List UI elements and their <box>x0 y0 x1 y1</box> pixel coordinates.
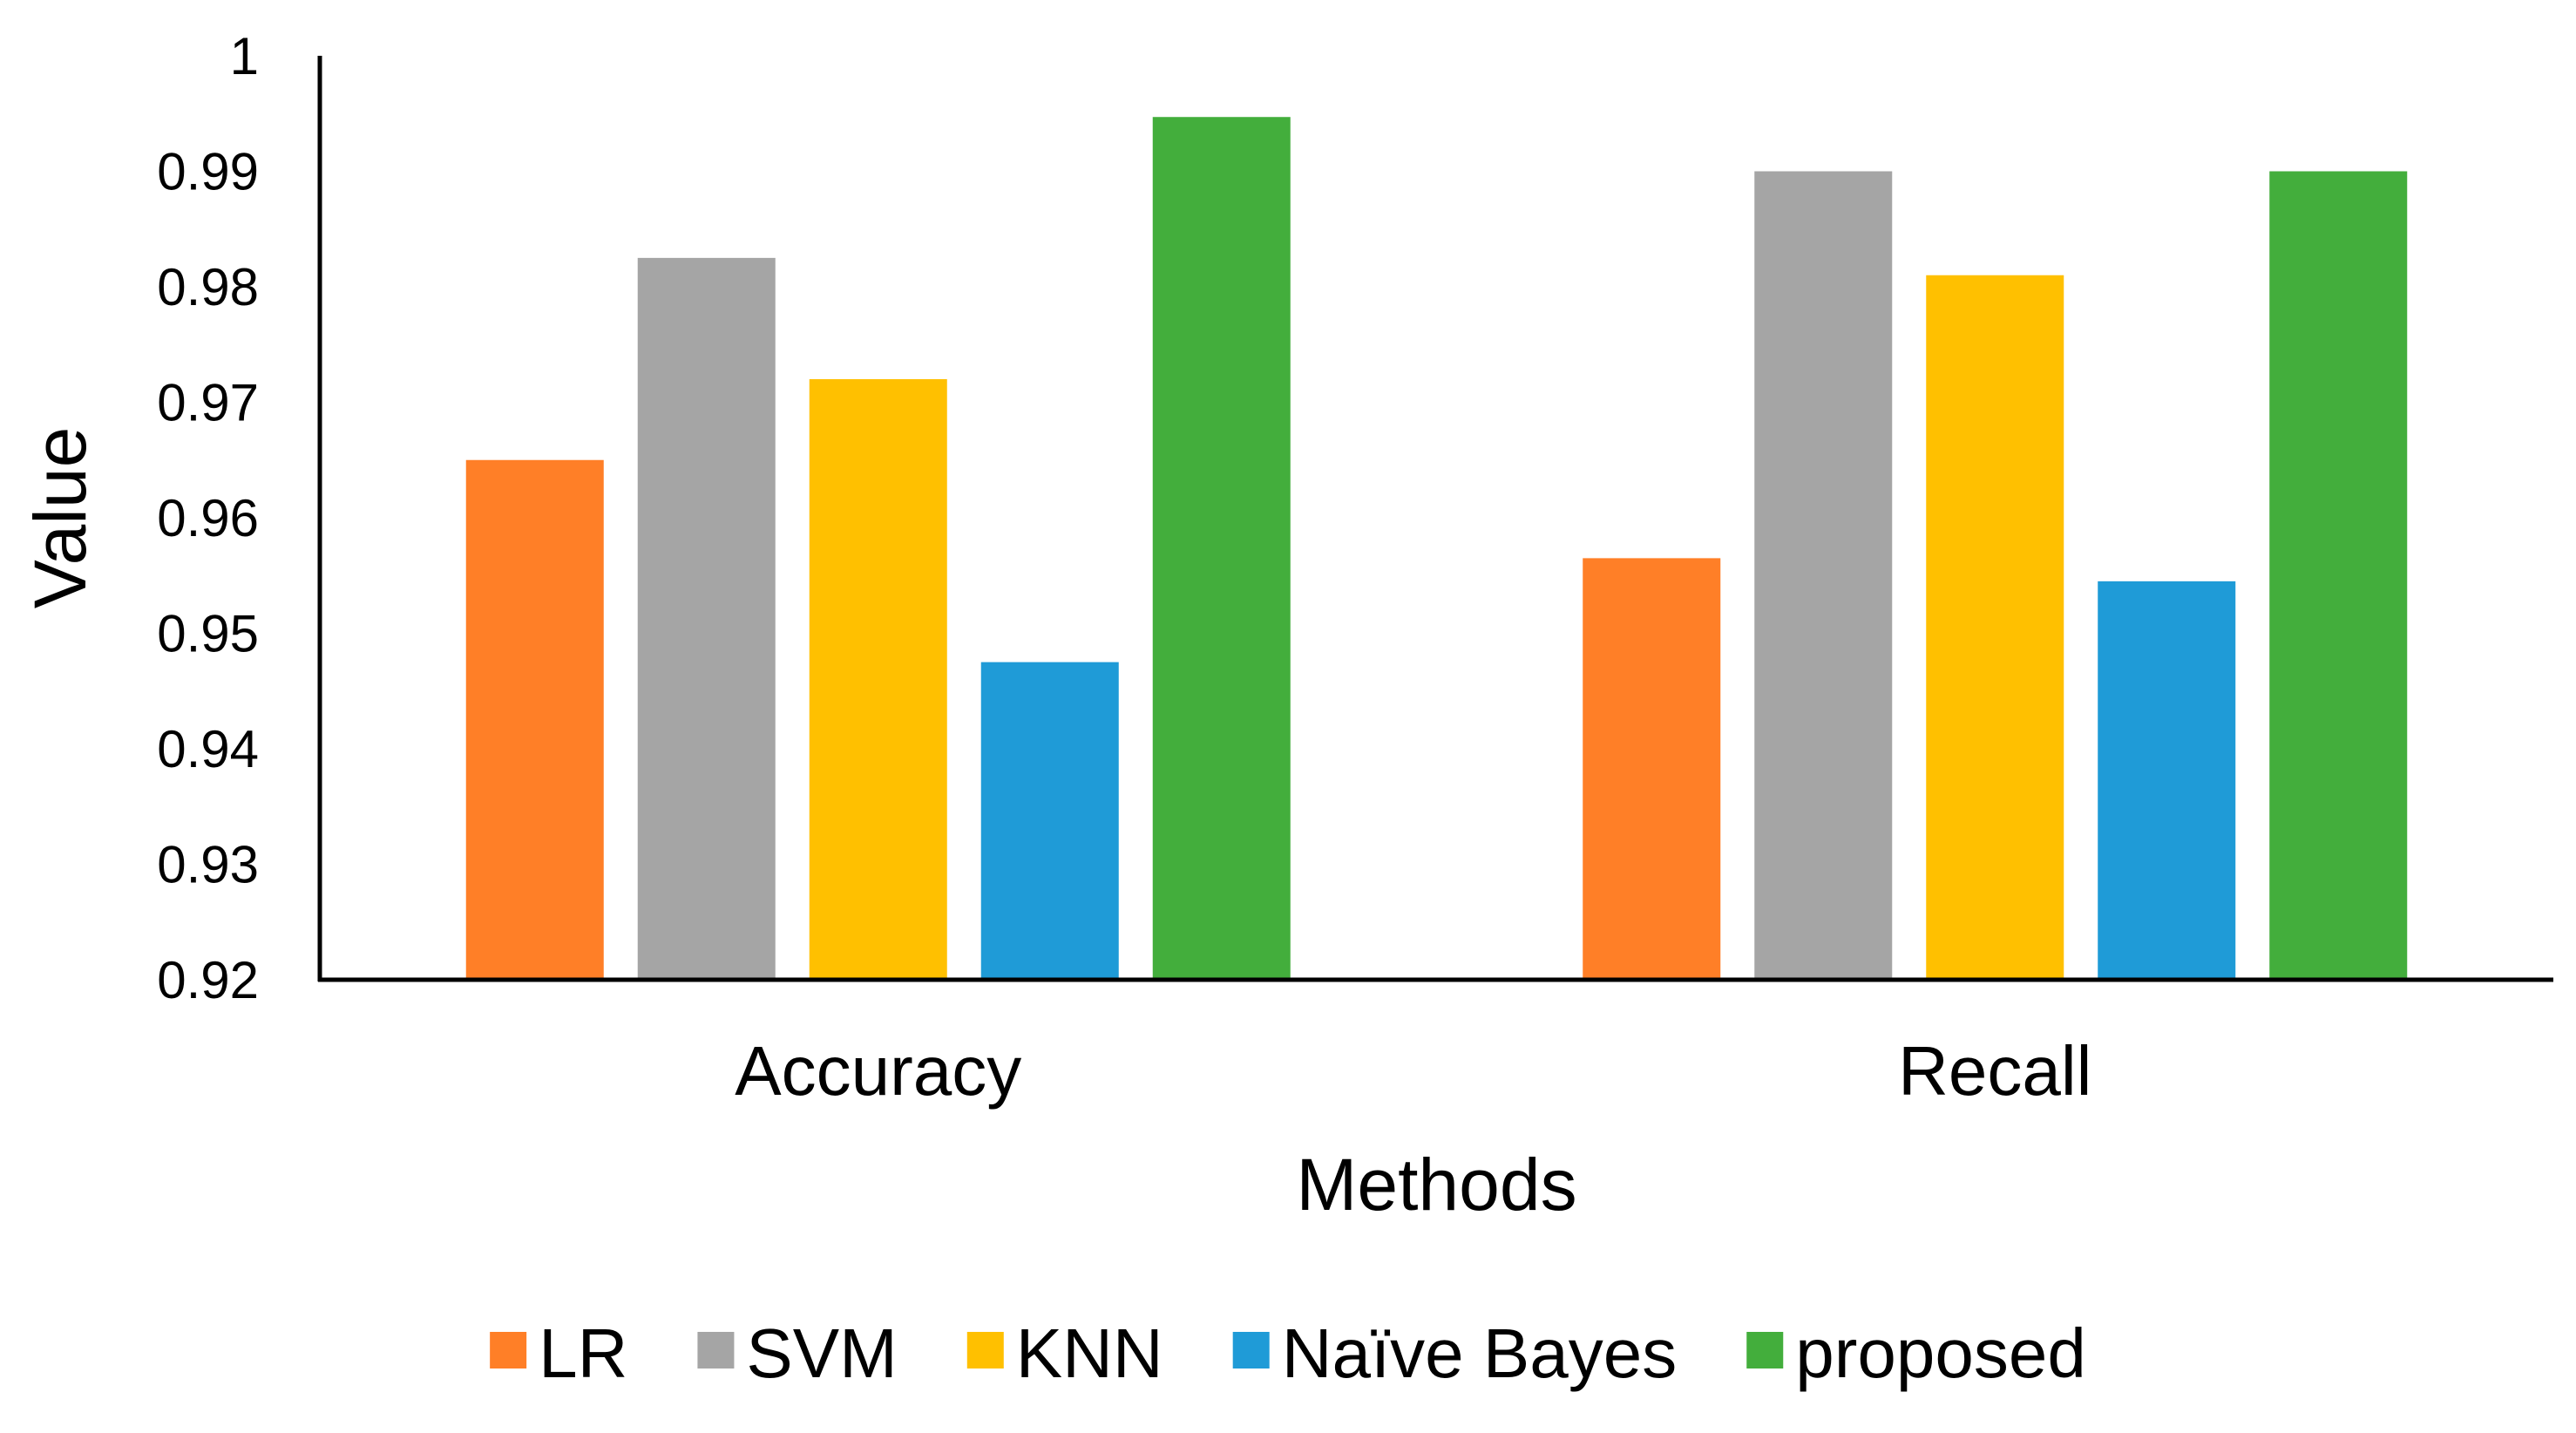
y-tick-label: 0.92 <box>157 951 259 1009</box>
y-tick-label: 0.95 <box>157 605 259 663</box>
bars <box>465 117 2408 981</box>
bar-lr-accuracy <box>465 459 604 980</box>
y-tick-label: 0.97 <box>157 374 259 432</box>
category-label-accuracy: Accuracy <box>735 1032 1021 1110</box>
x-axis-title: Methods <box>1296 1144 1576 1226</box>
category-labels: Accuracy Recall <box>735 1032 2091 1110</box>
y-tick-label: 1 <box>230 27 259 85</box>
legend-label-knn: KNN <box>1016 1314 1163 1392</box>
bar-svm-accuracy <box>637 257 776 980</box>
bar-na-ve-bayes-recall <box>2098 581 2236 980</box>
bar-svm-recall <box>1754 171 1893 980</box>
bar-na-ve-bayes-accuracy <box>980 662 1119 980</box>
y-tick-label: 0.98 <box>157 258 259 316</box>
legend-label-na-ve-bayes: Naïve Bayes <box>1282 1314 1678 1392</box>
bar-proposed-accuracy <box>1152 117 1291 981</box>
legend-swatch-proposed <box>1746 1332 1784 1368</box>
y-tick-label: 0.94 <box>157 720 259 778</box>
y-tick-label: 0.96 <box>157 489 259 547</box>
legend-swatch-na-ve-bayes <box>1232 1332 1270 1368</box>
legend: LR SVM KNN Naïve Bayes proposed <box>490 1314 2086 1392</box>
bar-knn-recall <box>1926 275 2064 980</box>
bar-knn-accuracy <box>809 379 947 980</box>
category-label-recall: Recall <box>1898 1032 2091 1110</box>
y-axis-ticks: 0.92 0.93 0.94 0.95 0.96 0.97 0.98 0.99 1 <box>157 27 259 1009</box>
y-tick-label: 0.93 <box>157 836 259 894</box>
y-tick-label: 0.99 <box>157 143 259 201</box>
legend-swatch-knn <box>966 1332 1004 1368</box>
legend-label-proposed: proposed <box>1795 1314 2086 1392</box>
y-axis-title: Value <box>19 427 101 609</box>
legend-swatch-svm <box>697 1332 735 1368</box>
legend-swatch-lr <box>490 1332 527 1368</box>
legend-label-svm: SVM <box>746 1314 897 1392</box>
bar-lr-recall <box>1583 558 1721 980</box>
bar-proposed-recall <box>2269 171 2408 980</box>
legend-label-lr: LR <box>539 1314 627 1392</box>
